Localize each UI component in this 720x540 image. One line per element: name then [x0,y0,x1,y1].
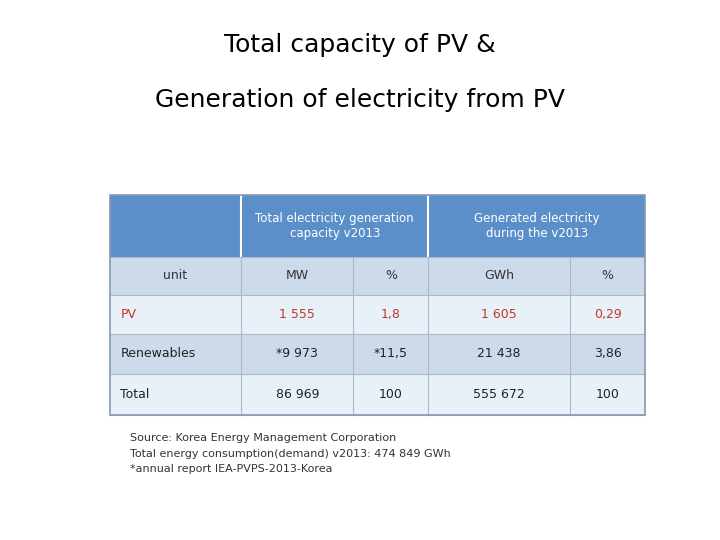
Bar [570,256,645,295]
Text: PV: PV [120,308,137,321]
Text: %: % [601,269,613,282]
Text: Total capacity of PV &: Total capacity of PV & [224,33,496,57]
Text: Generation of electricity from PV: Generation of electricity from PV [155,88,565,112]
Bar [241,334,354,374]
Text: 100: 100 [595,388,619,401]
Bar [241,374,354,415]
Text: Total electricity generation
capacity v2013: Total electricity generation capacity v2… [256,212,414,240]
Text: 100: 100 [379,388,402,401]
Text: 1,8: 1,8 [381,308,401,321]
Bar [241,256,354,295]
Text: Source: Korea Energy Management Corporation
Total energy consumption(demand) v20: Source: Korea Energy Management Corporat… [130,433,451,474]
Bar [570,374,645,415]
Bar [570,334,645,374]
Text: MW: MW [286,269,309,282]
Text: *11,5: *11,5 [374,347,408,361]
Bar [428,374,570,415]
Text: 1 555: 1 555 [279,308,315,321]
Text: 3,86: 3,86 [594,347,621,361]
Text: 86 969: 86 969 [276,388,319,401]
Bar [428,195,645,256]
Bar [241,195,428,256]
Bar [110,256,241,295]
Text: Renewables: Renewables [120,347,196,361]
Text: Total: Total [120,388,150,401]
Bar [110,374,241,415]
Bar [354,295,428,334]
Bar [354,334,428,374]
Bar [110,195,645,415]
Text: 1 605: 1 605 [482,308,517,321]
Text: %: % [385,269,397,282]
Bar [241,295,354,334]
Text: *9 973: *9 973 [276,347,318,361]
Bar [110,334,241,374]
Bar [110,295,241,334]
Bar [428,295,570,334]
Text: 0,29: 0,29 [594,308,621,321]
Text: 555 672: 555 672 [473,388,525,401]
Text: GWh: GWh [485,269,514,282]
Bar [570,295,645,334]
Text: Generated electricity
during the v2013: Generated electricity during the v2013 [474,212,600,240]
Bar [428,256,570,295]
Text: unit: unit [163,269,188,282]
Text: 21 438: 21 438 [477,347,521,361]
Bar [354,256,428,295]
Bar [428,334,570,374]
Bar [354,374,428,415]
Bar [110,195,241,256]
